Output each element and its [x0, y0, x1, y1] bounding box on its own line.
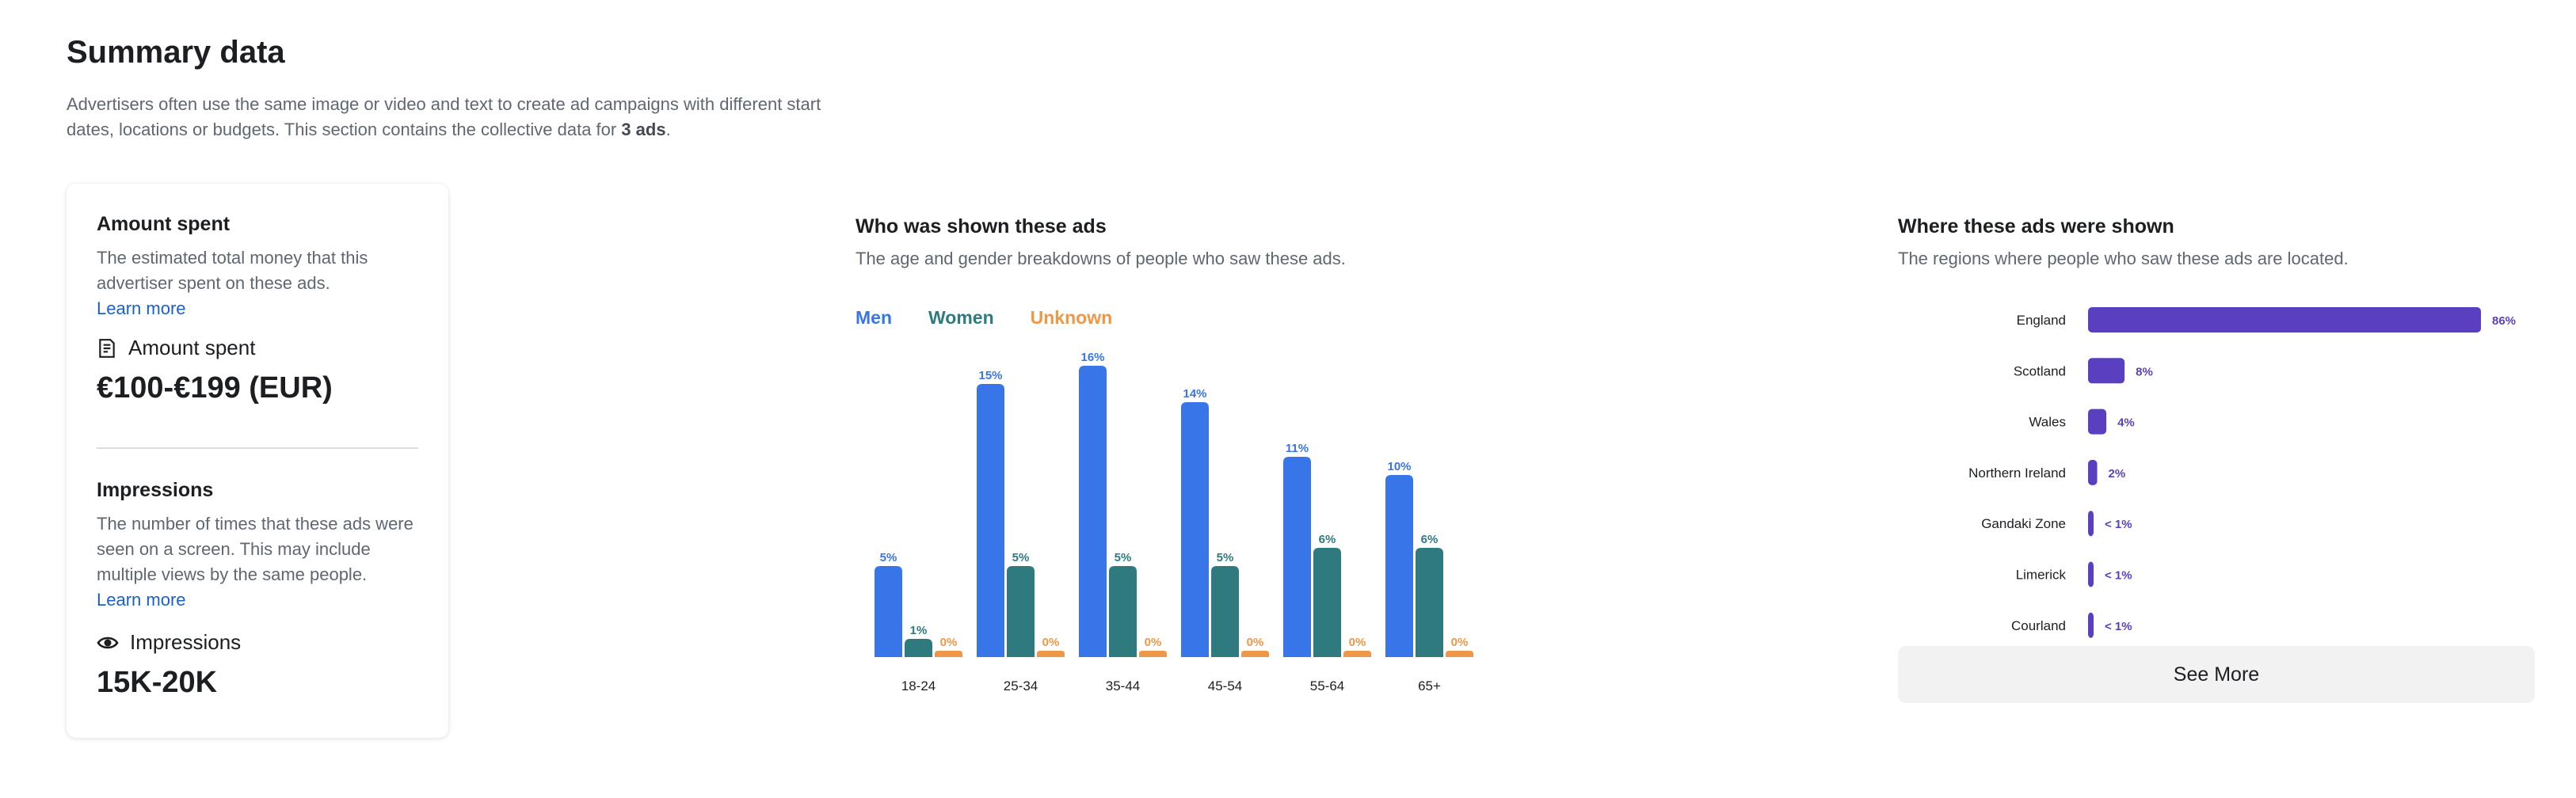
regions-chart: England 86% Scotland 8% Wales 4% Northern Irel…	[1968, 307, 2516, 638]
summary-card: Amount spent The estimated total money t…	[67, 184, 448, 738]
age-bar-men	[875, 566, 902, 657]
age-data-label: 10%	[1387, 460, 1411, 473]
age-bar-men	[1079, 366, 1107, 657]
region-bar	[2088, 408, 2107, 435]
region-data-label: < 1%	[2105, 620, 2132, 633]
age-bar-unknown	[1343, 651, 1371, 657]
age-data-label: 5%	[1012, 551, 1030, 564]
age-data-label: 0%	[1042, 636, 1060, 649]
see-more-button[interactable]: See More	[1898, 646, 2535, 703]
amount-spent-title: Amount spent	[97, 213, 231, 235]
regions-title: Where these ads were shown	[1898, 215, 2174, 238]
age-bar-unknown	[1037, 651, 1065, 657]
age-bar-men	[1385, 475, 1413, 657]
age-data-label: 6%	[1319, 533, 1336, 546]
age-data-label: 1%	[910, 624, 928, 637]
impressions-metric-label: Impressions	[130, 630, 242, 654]
age-data-label: 16%	[1080, 351, 1104, 364]
amount-spent-value: €100-€199 (EUR)	[97, 371, 333, 405]
impressions-metric-row: Impressions	[97, 630, 421, 655]
intro-text: Advertisers often use the same image or …	[67, 94, 821, 139]
eye-icon	[97, 636, 119, 648]
age-gender-chart: 5% 1% 0% 18-24 15% 5% 0% 25-34 16% 5% 0% 35-44 14% 5%…	[875, 351, 1473, 694]
legend-men: Men	[855, 307, 892, 328]
age-bar-unknown	[1446, 651, 1473, 657]
region-bar	[2088, 511, 2094, 537]
impressions-description: The number of times that these ads were …	[97, 514, 413, 584]
region-label: England	[2017, 313, 2066, 328]
age-data-label: 0%	[1145, 636, 1162, 649]
age-bar-men	[1283, 457, 1311, 657]
intro-end: .	[665, 120, 671, 139]
region-data-label: < 1%	[2105, 569, 2132, 583]
age-data-label: 0%	[1349, 636, 1366, 649]
ad-count: 3 ads	[621, 120, 666, 139]
age-tick-label: 25-34	[1004, 678, 1038, 694]
legend-women: Women	[928, 307, 994, 328]
region-bar	[2088, 561, 2094, 587]
age-bar-unknown	[1241, 651, 1269, 657]
amount-metric-row: Amount spent	[97, 336, 421, 360]
impressions-section: Impressions The number of times that the…	[97, 478, 421, 700]
region-data-label: 4%	[2117, 416, 2135, 430]
region-data-label: 8%	[2136, 365, 2153, 378]
region-label: Scotland	[2014, 363, 2066, 378]
region-data-label: < 1%	[2105, 518, 2132, 531]
amount-spent-section: Amount spent The estimated total money t…	[97, 212, 421, 405]
impressions-title: Impressions	[97, 479, 214, 501]
age-tick-label: 55-64	[1310, 678, 1344, 694]
amount-learn-more-link[interactable]: Learn more	[97, 298, 186, 318]
age-bar-women	[1007, 566, 1035, 657]
demographics-subtitle: The age and gender breakdowns of people …	[855, 249, 1346, 268]
region-label: Wales	[2029, 415, 2066, 430]
region-label: Northern Ireland	[1968, 466, 2066, 481]
age-bar-unknown	[935, 651, 962, 657]
region-bar	[2088, 459, 2098, 485]
amount-metric-label: Amount spent	[128, 336, 256, 359]
age-data-label: 5%	[880, 551, 897, 564]
age-bar-women	[1416, 548, 1443, 657]
age-bar-men	[1181, 402, 1209, 657]
card-divider	[97, 447, 418, 449]
age-tick-label: 18-24	[901, 678, 936, 694]
receipt-icon	[99, 338, 115, 358]
age-data-label: 14%	[1183, 387, 1206, 401]
age-bar-women	[1109, 566, 1137, 657]
region-data-label: 86%	[2492, 314, 2516, 328]
age-tick-label: 45-54	[1208, 678, 1242, 694]
demographics-title: Who was shown these ads	[855, 215, 1107, 238]
amount-spent-description: The estimated total money that this adve…	[97, 248, 368, 293]
age-data-label: 6%	[1421, 533, 1439, 546]
region-label: Courland	[2011, 618, 2066, 633]
impressions-value: 15K-20K	[97, 666, 218, 699]
age-bar-men	[977, 384, 1004, 657]
region-label: Limerick	[2016, 568, 2067, 583]
impressions-learn-more-link[interactable]: Learn more	[97, 590, 186, 610]
age-data-label: 0%	[1247, 636, 1264, 649]
age-bar-women	[1313, 548, 1341, 657]
region-label: Gandaki Zone	[1981, 516, 2066, 531]
region-data-label: 2%	[2109, 467, 2126, 481]
summary-intro: Advertisers often use the same image or …	[67, 92, 827, 142]
age-bar-women	[905, 639, 932, 657]
age-tick-label: 35-44	[1106, 678, 1140, 694]
age-legend: Men Women Unknown	[855, 307, 1112, 329]
age-data-label: 0%	[940, 636, 958, 649]
age-data-label: 0%	[1451, 636, 1469, 649]
age-bar-unknown	[1139, 651, 1167, 657]
age-data-label: 5%	[1217, 551, 1234, 564]
region-bar	[2088, 307, 2481, 332]
region-bar	[2088, 612, 2094, 638]
age-data-label: 11%	[1286, 442, 1309, 455]
age-bar-women	[1211, 566, 1239, 657]
age-tick-label: 65+	[1418, 678, 1441, 694]
page-title: Summary data	[67, 35, 285, 70]
age-data-label: 15%	[978, 369, 1002, 382]
regions-subtitle: The regions where people who saw these a…	[1898, 249, 2349, 268]
region-bar	[2088, 358, 2125, 384]
age-data-label: 5%	[1115, 551, 1132, 564]
legend-unknown: Unknown	[1030, 307, 1113, 328]
